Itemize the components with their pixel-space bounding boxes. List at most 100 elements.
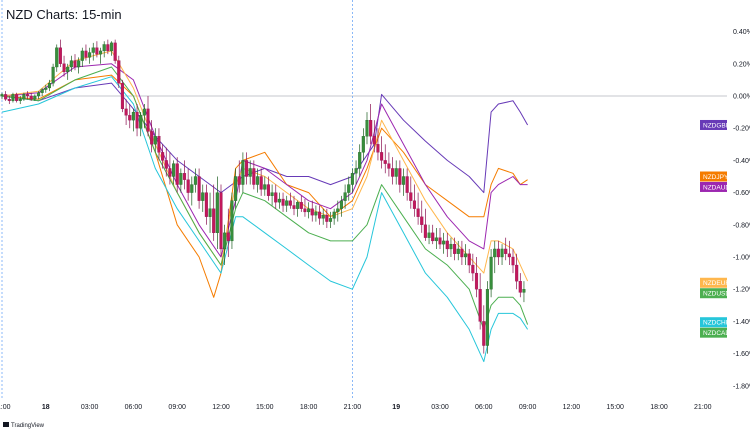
candle xyxy=(58,39,62,68)
candle-body xyxy=(493,248,497,258)
candle xyxy=(390,157,395,185)
candle xyxy=(471,253,475,282)
candle xyxy=(496,240,500,266)
candle-body xyxy=(515,264,519,282)
candle-body xyxy=(248,168,252,177)
y-tick-label: -0.80% xyxy=(733,222,750,229)
candle xyxy=(307,202,311,219)
tag-box xyxy=(700,119,727,130)
candle xyxy=(234,168,238,209)
candle-body xyxy=(266,184,270,196)
x-tick-label: 15:00 xyxy=(256,404,274,411)
candle-body xyxy=(303,208,307,213)
y-tick-label: -0.60% xyxy=(733,190,750,197)
candle-body xyxy=(58,47,62,64)
candle-body xyxy=(511,256,515,266)
candle-body xyxy=(522,289,526,293)
candle-body xyxy=(73,60,77,68)
tag-label: NZDEUR xyxy=(703,280,730,287)
candle xyxy=(270,184,274,206)
candle xyxy=(511,248,515,274)
candle-body xyxy=(244,160,249,177)
tag-box xyxy=(700,181,727,192)
candle xyxy=(219,184,223,257)
candle xyxy=(139,112,143,137)
candle-body xyxy=(44,87,48,90)
candle-body xyxy=(80,50,84,61)
candle xyxy=(182,160,187,190)
candle-body xyxy=(234,176,238,201)
candle xyxy=(427,224,431,245)
candle-body xyxy=(405,176,409,193)
candle xyxy=(150,120,154,153)
candle-body xyxy=(380,152,384,161)
candle xyxy=(456,240,460,261)
y-tick-label: 0.00% xyxy=(733,94,750,101)
tag-label: NZDGBP xyxy=(703,122,730,129)
candle xyxy=(489,248,493,298)
candle xyxy=(171,160,176,185)
candle-body xyxy=(230,200,234,242)
candle xyxy=(398,160,402,193)
candle-body xyxy=(427,232,431,238)
candle-body xyxy=(55,47,59,68)
tag-box xyxy=(700,317,727,328)
candle-body xyxy=(69,60,73,68)
x-tick-label: 21:00 xyxy=(694,404,712,411)
candle xyxy=(73,54,77,71)
candle-body xyxy=(208,208,212,217)
candle xyxy=(423,208,427,241)
candle-body xyxy=(99,50,103,55)
candle-body xyxy=(507,253,511,258)
candle-body xyxy=(201,192,205,201)
tag-nzdcad: NZDCAD xyxy=(700,327,730,338)
candle xyxy=(131,108,135,132)
candle xyxy=(515,253,519,290)
candle-body xyxy=(204,192,208,217)
candle xyxy=(47,79,51,92)
candle-body xyxy=(274,192,278,203)
candle xyxy=(197,168,201,209)
candle xyxy=(117,55,121,88)
candle-body xyxy=(336,208,340,213)
candle xyxy=(128,104,132,129)
x-tick-label: 12:00 xyxy=(563,404,581,411)
tag-box xyxy=(700,171,727,182)
candle-body xyxy=(409,192,413,201)
candle xyxy=(474,257,479,298)
candle-body xyxy=(471,264,475,274)
candle xyxy=(442,232,446,254)
candle-body xyxy=(431,232,435,242)
candle xyxy=(4,91,8,101)
candle xyxy=(244,152,249,185)
y-tick-label: 0.40% xyxy=(733,29,750,36)
y-tick-label: -1.80% xyxy=(733,383,750,390)
candle-body xyxy=(128,115,132,121)
candle-body xyxy=(449,243,453,250)
candle-body xyxy=(299,202,303,209)
candle-body xyxy=(157,136,161,153)
candle xyxy=(321,208,325,225)
candle-body xyxy=(259,176,263,190)
candle-body xyxy=(164,160,168,169)
candle xyxy=(493,240,497,274)
candle xyxy=(288,192,292,209)
candle xyxy=(40,87,44,96)
candle xyxy=(62,55,66,77)
candle xyxy=(44,84,48,93)
candle xyxy=(84,44,88,61)
candle xyxy=(438,228,442,249)
candle xyxy=(11,92,15,103)
candle xyxy=(7,96,11,105)
candle xyxy=(99,47,103,64)
candle-body xyxy=(219,192,223,250)
candle-body xyxy=(394,168,398,177)
candle xyxy=(255,168,260,193)
candle xyxy=(80,47,84,68)
candle xyxy=(124,99,128,125)
candle-body xyxy=(485,289,489,346)
candle xyxy=(29,92,33,101)
candle-body xyxy=(423,224,427,238)
candle xyxy=(36,91,41,100)
